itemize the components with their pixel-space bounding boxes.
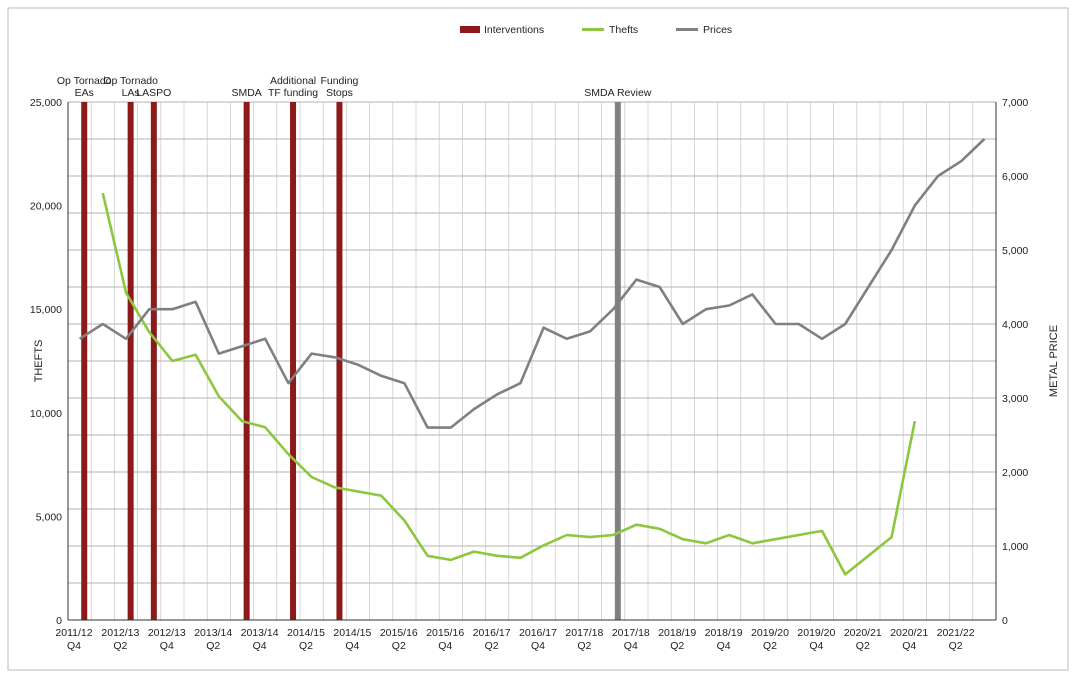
- series-line-prices: [78, 138, 986, 429]
- intervention-label: Funding: [320, 75, 358, 87]
- intervention-label: Op Tornado: [57, 75, 112, 87]
- x-tick-sublabel: Q2: [949, 640, 963, 652]
- x-tick-label: 2021/22: [937, 627, 975, 639]
- x-tick-sublabel: Q4: [624, 640, 638, 652]
- intervention-bar: [243, 102, 250, 620]
- intervention-label: Stops: [326, 87, 353, 99]
- x-tick-label: 2020/21: [890, 627, 928, 639]
- x-tick-label: 2014/15: [333, 627, 371, 639]
- x-tick-label: 2012/13: [101, 627, 139, 639]
- y-right-tick-label: 7,000: [1002, 97, 1028, 109]
- x-tick-label: 2019/20: [797, 627, 835, 639]
- y-right-tick-label: 0: [1002, 615, 1008, 627]
- x-tick-label: 2011/12: [55, 627, 92, 639]
- x-tick-sublabel: Q2: [206, 640, 220, 652]
- x-tick-label: 2015/16: [380, 627, 418, 639]
- x-tick-label: 2013/14: [241, 627, 279, 639]
- x-tick-sublabel: Q4: [438, 640, 452, 652]
- x-tick-sublabel: Q4: [345, 640, 359, 652]
- intervention-bar: [150, 102, 157, 620]
- x-tick-sublabel: Q4: [717, 640, 731, 652]
- y-right-tick-label: 5,000: [1002, 245, 1028, 257]
- y-right-tick-label: 6,000: [1002, 171, 1028, 183]
- y-right-tick-label: 3,000: [1002, 393, 1028, 405]
- y-right-tick-label: 2,000: [1002, 467, 1028, 479]
- intervention-label: Op Tornado: [103, 75, 158, 87]
- legend: Interventions Thefts Prices: [460, 24, 732, 36]
- y-right-tick-label: 4,000: [1002, 319, 1028, 331]
- intervention-label: TF funding: [268, 87, 318, 99]
- x-tick-label: 2018/19: [658, 627, 696, 639]
- x-tick-sublabel: Q4: [67, 640, 81, 652]
- legend-label: Prices: [703, 24, 732, 36]
- intervention-bar: [127, 102, 134, 620]
- y-left-tick-label: 25,000: [30, 97, 62, 109]
- x-tick-label: 2016/17: [473, 627, 511, 639]
- intervention-label: LAs: [122, 87, 140, 99]
- grid-layer: [67, 101, 997, 621]
- intervention-label: Additional: [270, 75, 316, 87]
- series-layer: [78, 138, 986, 576]
- x-tick-label: 2017/18: [565, 627, 603, 639]
- intervention-bar: [336, 102, 343, 620]
- intervention-label: SMDA Review: [584, 87, 652, 99]
- x-tick-sublabel: Q4: [160, 640, 174, 652]
- x-tick-sublabel: Q2: [485, 640, 499, 652]
- x-tick-label: 2016/17: [519, 627, 557, 639]
- y-right-axis-title: METAL PRICE: [1048, 325, 1060, 397]
- x-tick-sublabel: Q2: [392, 640, 406, 652]
- legend-label: Interventions: [484, 24, 544, 36]
- x-tick-label: 2019/20: [751, 627, 789, 639]
- x-tick-label: 2017/18: [612, 627, 650, 639]
- x-tick-sublabel: Q2: [299, 640, 313, 652]
- x-tick-sublabel: Q2: [856, 640, 870, 652]
- y-left-tick-label: 0: [56, 615, 62, 627]
- x-tick-sublabel: Q4: [531, 640, 545, 652]
- x-tick-sublabel: Q4: [902, 640, 916, 652]
- axes-layer: 0 5,000 10,000 15,000 20,000 25,000 0 1,000 2,00…: [30, 97, 1060, 652]
- y-left-tick-label: 5,000: [36, 511, 62, 523]
- legend-label: Thefts: [609, 24, 638, 36]
- legend-swatch-interventions: [460, 26, 480, 33]
- x-tick-sublabel: Q2: [670, 640, 684, 652]
- y-left-tick-label: 20,000: [30, 201, 62, 213]
- x-tick-sublabel: Q2: [113, 640, 127, 652]
- y-left-tick-label: 10,000: [30, 408, 62, 420]
- intervention-label: EAs: [75, 87, 94, 99]
- y-left-axis-title: THEFTS: [33, 340, 45, 383]
- y-left-tick-label: 15,000: [30, 304, 62, 316]
- y-right-tick-label: 1,000: [1002, 541, 1028, 553]
- x-tick-label: 2012/13: [148, 627, 186, 639]
- interventions-layer: [81, 102, 621, 620]
- x-tick-label: 2020/21: [844, 627, 882, 639]
- x-tick-label: 2018/19: [705, 627, 743, 639]
- x-tick-label: 2013/14: [194, 627, 232, 639]
- intervention-label: SMDA: [231, 87, 261, 99]
- intervention-bar: [81, 102, 88, 620]
- x-tick-sublabel: Q2: [763, 640, 777, 652]
- intervention-label: LASPO: [136, 87, 171, 99]
- intervention-bar: [290, 102, 297, 620]
- x-tick-label: 2015/16: [426, 627, 464, 639]
- intervention-bar: [614, 102, 621, 620]
- x-tick-sublabel: Q2: [577, 640, 591, 652]
- x-tick-sublabel: Q4: [253, 640, 267, 652]
- x-tick-label: 2014/15: [287, 627, 325, 639]
- x-tick-sublabel: Q4: [809, 640, 823, 652]
- series-line-thefts: [101, 192, 917, 576]
